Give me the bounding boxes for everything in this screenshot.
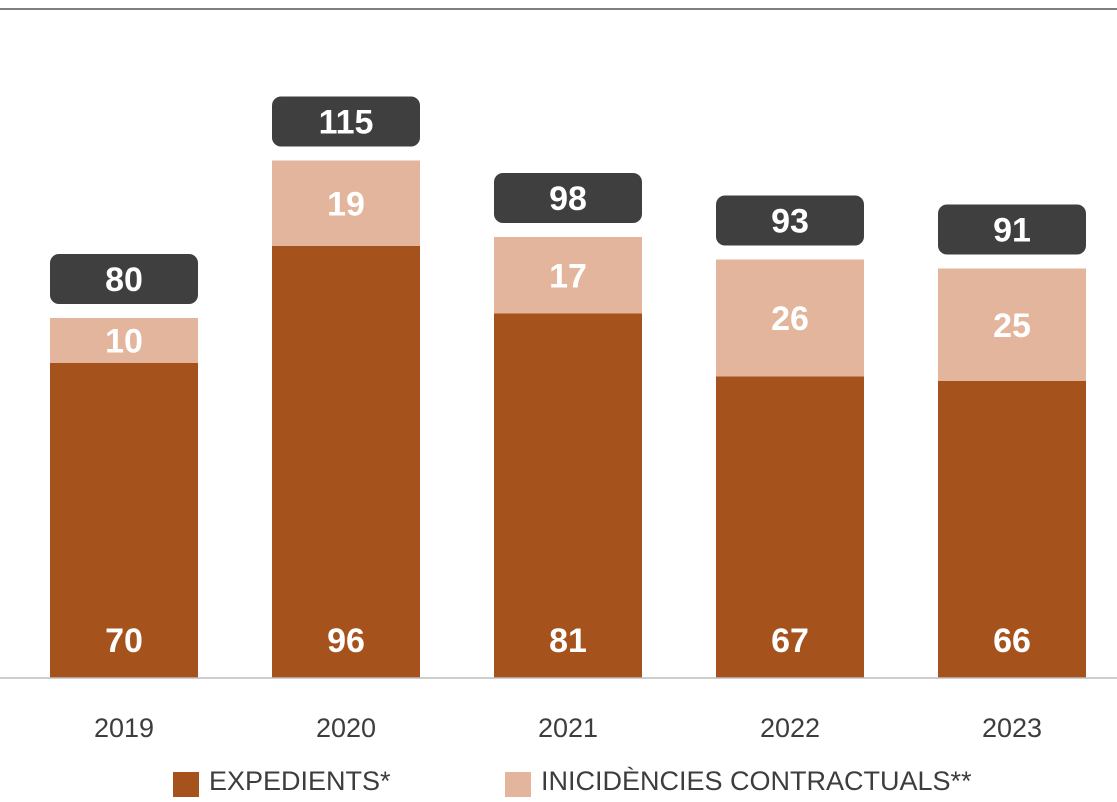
total-badge-2019 <box>50 254 198 304</box>
x-tick-2023: 2023 <box>982 713 1042 743</box>
label-expedients-2019: 70 <box>105 622 143 660</box>
bar-incidencies-2021 <box>494 237 642 314</box>
bar-expedients-2022 <box>716 376 864 678</box>
total-badge-2021 <box>494 173 642 223</box>
total-label-2019: 80 <box>105 261 143 299</box>
x-tick-2020: 2020 <box>316 713 376 743</box>
x-tick-2019: 2019 <box>94 713 154 743</box>
bar-expedients-2023 <box>938 381 1086 678</box>
bar-expedients-2021 <box>494 313 642 678</box>
label-incidencies-2020: 19 <box>327 185 365 223</box>
legend-label-incidencies: INICIDÈNCIES CONTRACTUALS** <box>541 766 972 796</box>
label-incidencies-2023: 25 <box>993 307 1031 345</box>
bars-layer: 70 10 80 96 19 115 81 17 98 67 26 93 66 25 91 <box>50 96 1086 678</box>
x-tick-2021: 2021 <box>538 713 598 743</box>
label-expedients-2023: 66 <box>993 622 1031 660</box>
total-label-2022: 93 <box>771 203 809 241</box>
legend-swatch-expedients <box>173 772 199 798</box>
bar-incidencies-2023 <box>938 268 1086 381</box>
total-badge-2023 <box>938 204 1086 255</box>
legend-label-expedients: EXPEDIENTS* <box>209 766 391 796</box>
total-badge-2022 <box>716 195 864 246</box>
x-tick-2022: 2022 <box>760 713 820 743</box>
legend-swatch-incidencies <box>505 772 531 798</box>
bar-incidencies-2019 <box>50 318 198 363</box>
total-label-2020: 115 <box>319 104 374 142</box>
bar-incidencies-2022 <box>716 259 864 377</box>
label-incidencies-2021: 17 <box>549 257 587 295</box>
legend: EXPEDIENTS* INICIDÈNCIES CONTRACTUALS** <box>173 766 972 798</box>
total-label-2023: 91 <box>993 212 1031 250</box>
label-incidencies-2019: 10 <box>105 323 143 361</box>
total-label-2021: 98 <box>549 180 587 218</box>
label-incidencies-2022: 26 <box>771 300 809 338</box>
bar-expedients-2019 <box>50 363 198 678</box>
label-expedients-2020: 96 <box>327 622 365 660</box>
bar-incidencies-2020 <box>272 160 420 246</box>
label-expedients-2022: 67 <box>771 622 809 660</box>
total-badge-2020 <box>272 96 420 147</box>
label-expedients-2021: 81 <box>549 622 587 660</box>
x-axis-ticks: 2019 2020 2021 2022 2023 <box>94 713 1042 743</box>
bar-expedients-2020 <box>272 246 420 678</box>
